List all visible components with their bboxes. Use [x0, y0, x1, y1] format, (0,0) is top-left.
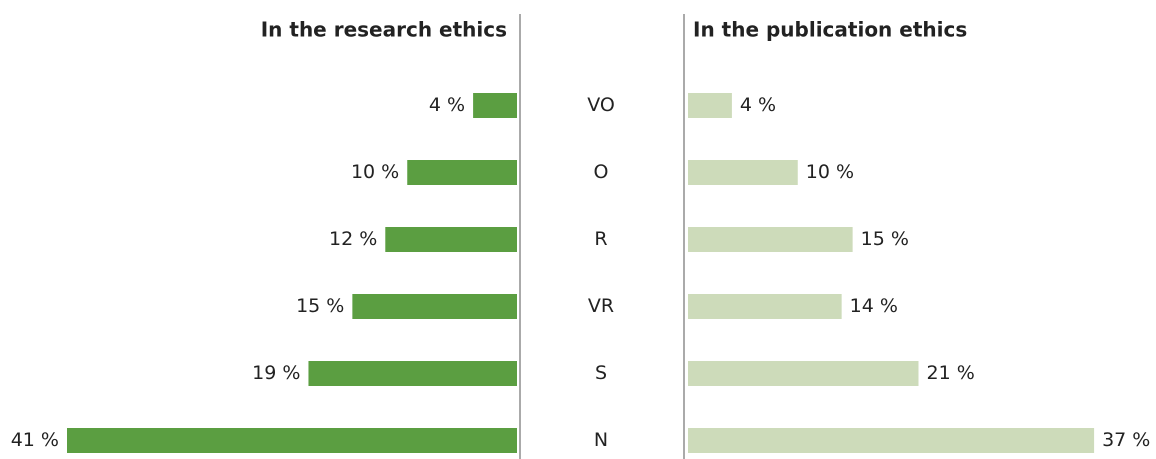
bar: [473, 93, 517, 118]
bar: [688, 428, 1095, 453]
value-label: 4 %: [429, 94, 465, 116]
category-label: S: [595, 362, 607, 384]
bar: [688, 160, 798, 185]
bar: [688, 361, 919, 386]
category-label: VR: [588, 295, 614, 317]
category-label: N: [594, 429, 608, 451]
value-label: 4 %: [740, 94, 776, 116]
bar: [352, 294, 517, 319]
bar: [688, 227, 853, 252]
value-label: 41 %: [11, 429, 59, 451]
value-label: 37 %: [1102, 429, 1150, 451]
value-label: 21 %: [926, 362, 974, 384]
value-label: 10 %: [806, 161, 854, 183]
value-label: 15 %: [296, 295, 344, 317]
category-label: VO: [587, 94, 615, 116]
bar: [308, 361, 517, 386]
bar: [385, 227, 517, 252]
value-label: 12 %: [329, 228, 377, 250]
left-title: In the research ethics: [261, 18, 507, 42]
category-label: O: [594, 161, 609, 183]
value-label: 14 %: [850, 295, 898, 317]
bar: [688, 93, 732, 118]
value-label: 10 %: [351, 161, 399, 183]
value-label: 19 %: [252, 362, 300, 384]
bar: [407, 160, 517, 185]
bar: [67, 428, 517, 453]
bar: [688, 294, 842, 319]
category-label: R: [594, 228, 607, 250]
right-title: In the publication ethics: [693, 18, 967, 42]
value-label: 15 %: [861, 228, 909, 250]
